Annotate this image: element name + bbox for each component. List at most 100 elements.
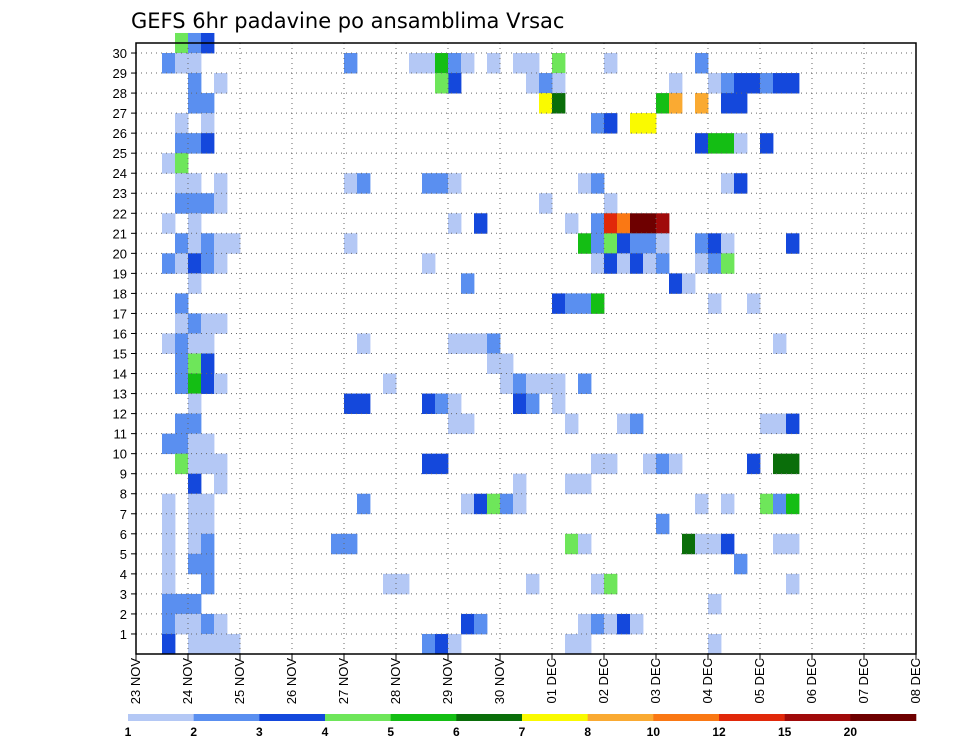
precip-cell [461, 413, 475, 435]
precip-cell [591, 113, 605, 134]
precip-cell [175, 153, 189, 174]
precip-cell [591, 613, 605, 635]
precip-cell [526, 73, 540, 94]
x-tick-label: 01 DEC [544, 658, 559, 704]
precip-cell [669, 273, 683, 294]
precip-cell [604, 453, 618, 475]
colorbar-swatch [522, 714, 588, 721]
precip-cell [188, 173, 202, 194]
precip-cell [487, 353, 501, 374]
precip-cell [578, 533, 592, 555]
precip-cell [786, 493, 800, 515]
precip-cell [188, 193, 202, 214]
precip-cell [201, 333, 215, 354]
precip-cell [643, 213, 657, 234]
x-tick-label: 27 NOV [336, 658, 351, 705]
plot-frame [135, 42, 917, 655]
precip-cell [643, 113, 657, 134]
precip-cell [201, 553, 215, 575]
precip-cell [175, 333, 189, 354]
precip-cell [578, 613, 592, 635]
colorbar-label: 8 [584, 725, 591, 739]
precip-cell [604, 573, 618, 595]
precip-cell [175, 113, 189, 134]
precip-cell [656, 233, 670, 254]
precip-cell [344, 233, 358, 254]
precip-cell [695, 93, 709, 114]
precip-cell [604, 253, 618, 274]
chart-title: GEFS 6hr padavine po ansamblima Vrsac [131, 9, 564, 33]
colorbar-label: 1 [125, 725, 132, 739]
precip-cell [630, 613, 644, 635]
x-tick-label: 29 NOV [440, 658, 455, 705]
x-tick-label: 05 DEC [752, 658, 767, 704]
precip-cell [708, 73, 722, 94]
precip-cell [617, 213, 631, 234]
x-axis: 23 NOV 24 NOV 25 NOV 26 NOV 27 NOV 28 NOV 29 N… [128, 654, 923, 704]
precip-cell [175, 413, 189, 435]
precip-cell [734, 553, 748, 575]
precip-cell [214, 453, 228, 475]
precip-cell [565, 293, 579, 314]
precip-cell [474, 493, 488, 515]
colorbar-swatch [850, 714, 917, 721]
precip-cell [422, 633, 436, 655]
precip-cell [656, 513, 670, 535]
precip-cell [786, 573, 800, 595]
precip-cell [162, 633, 176, 655]
precip-cell [734, 133, 748, 154]
precip-cell [539, 193, 553, 214]
precip-cell [643, 233, 657, 254]
precip-cell [227, 233, 241, 254]
precip-cell [188, 53, 202, 74]
precip-cell [760, 133, 774, 154]
precip-cell [734, 93, 748, 114]
y-tick-label: 10 [113, 447, 127, 462]
precip-cell [201, 353, 215, 374]
precip-cell [188, 513, 202, 535]
precip-cell [565, 473, 579, 495]
precip-cell [708, 633, 722, 655]
precip-cell [591, 293, 605, 314]
precip-cell [344, 173, 358, 194]
precip-cell [162, 333, 176, 354]
precip-cell [448, 413, 462, 435]
precip-cell [188, 433, 202, 455]
precip-cell [604, 53, 618, 74]
precip-cell [188, 373, 202, 394]
precip-cell [175, 593, 189, 615]
y-tick-label: 3 [120, 587, 127, 602]
precip-cell [201, 193, 215, 214]
precip-cell [773, 413, 787, 435]
precip-cell [162, 253, 176, 274]
precip-cell [591, 213, 605, 234]
y-tick-label: 7 [120, 507, 127, 522]
grid-lines [135, 43, 917, 654]
precip-cell [747, 293, 761, 314]
precip-cell [175, 133, 189, 154]
precip-cell [656, 93, 670, 114]
precip-cell [773, 73, 787, 94]
precip-cell [175, 613, 189, 635]
precip-cell [630, 213, 644, 234]
y-tick-label: 16 [113, 326, 127, 341]
precip-cell [214, 473, 228, 495]
precip-cell [513, 373, 527, 394]
y-tick-label: 6 [120, 527, 127, 542]
precip-cell [162, 53, 176, 74]
precip-cell [552, 93, 566, 114]
precip-cell [435, 53, 449, 74]
precip-cell [175, 353, 189, 374]
y-tick-label: 23 [113, 186, 127, 201]
heatmap-cells [162, 32, 800, 655]
precip-cell [760, 493, 774, 515]
precip-cell [578, 633, 592, 655]
precip-cell [695, 493, 709, 515]
precip-cell [526, 373, 540, 394]
colorbar-label: 12 [712, 725, 726, 739]
precip-cell [214, 233, 228, 254]
precip-cell [773, 333, 787, 354]
precip-cell [188, 453, 202, 475]
colorbar-label: 6 [453, 725, 460, 739]
